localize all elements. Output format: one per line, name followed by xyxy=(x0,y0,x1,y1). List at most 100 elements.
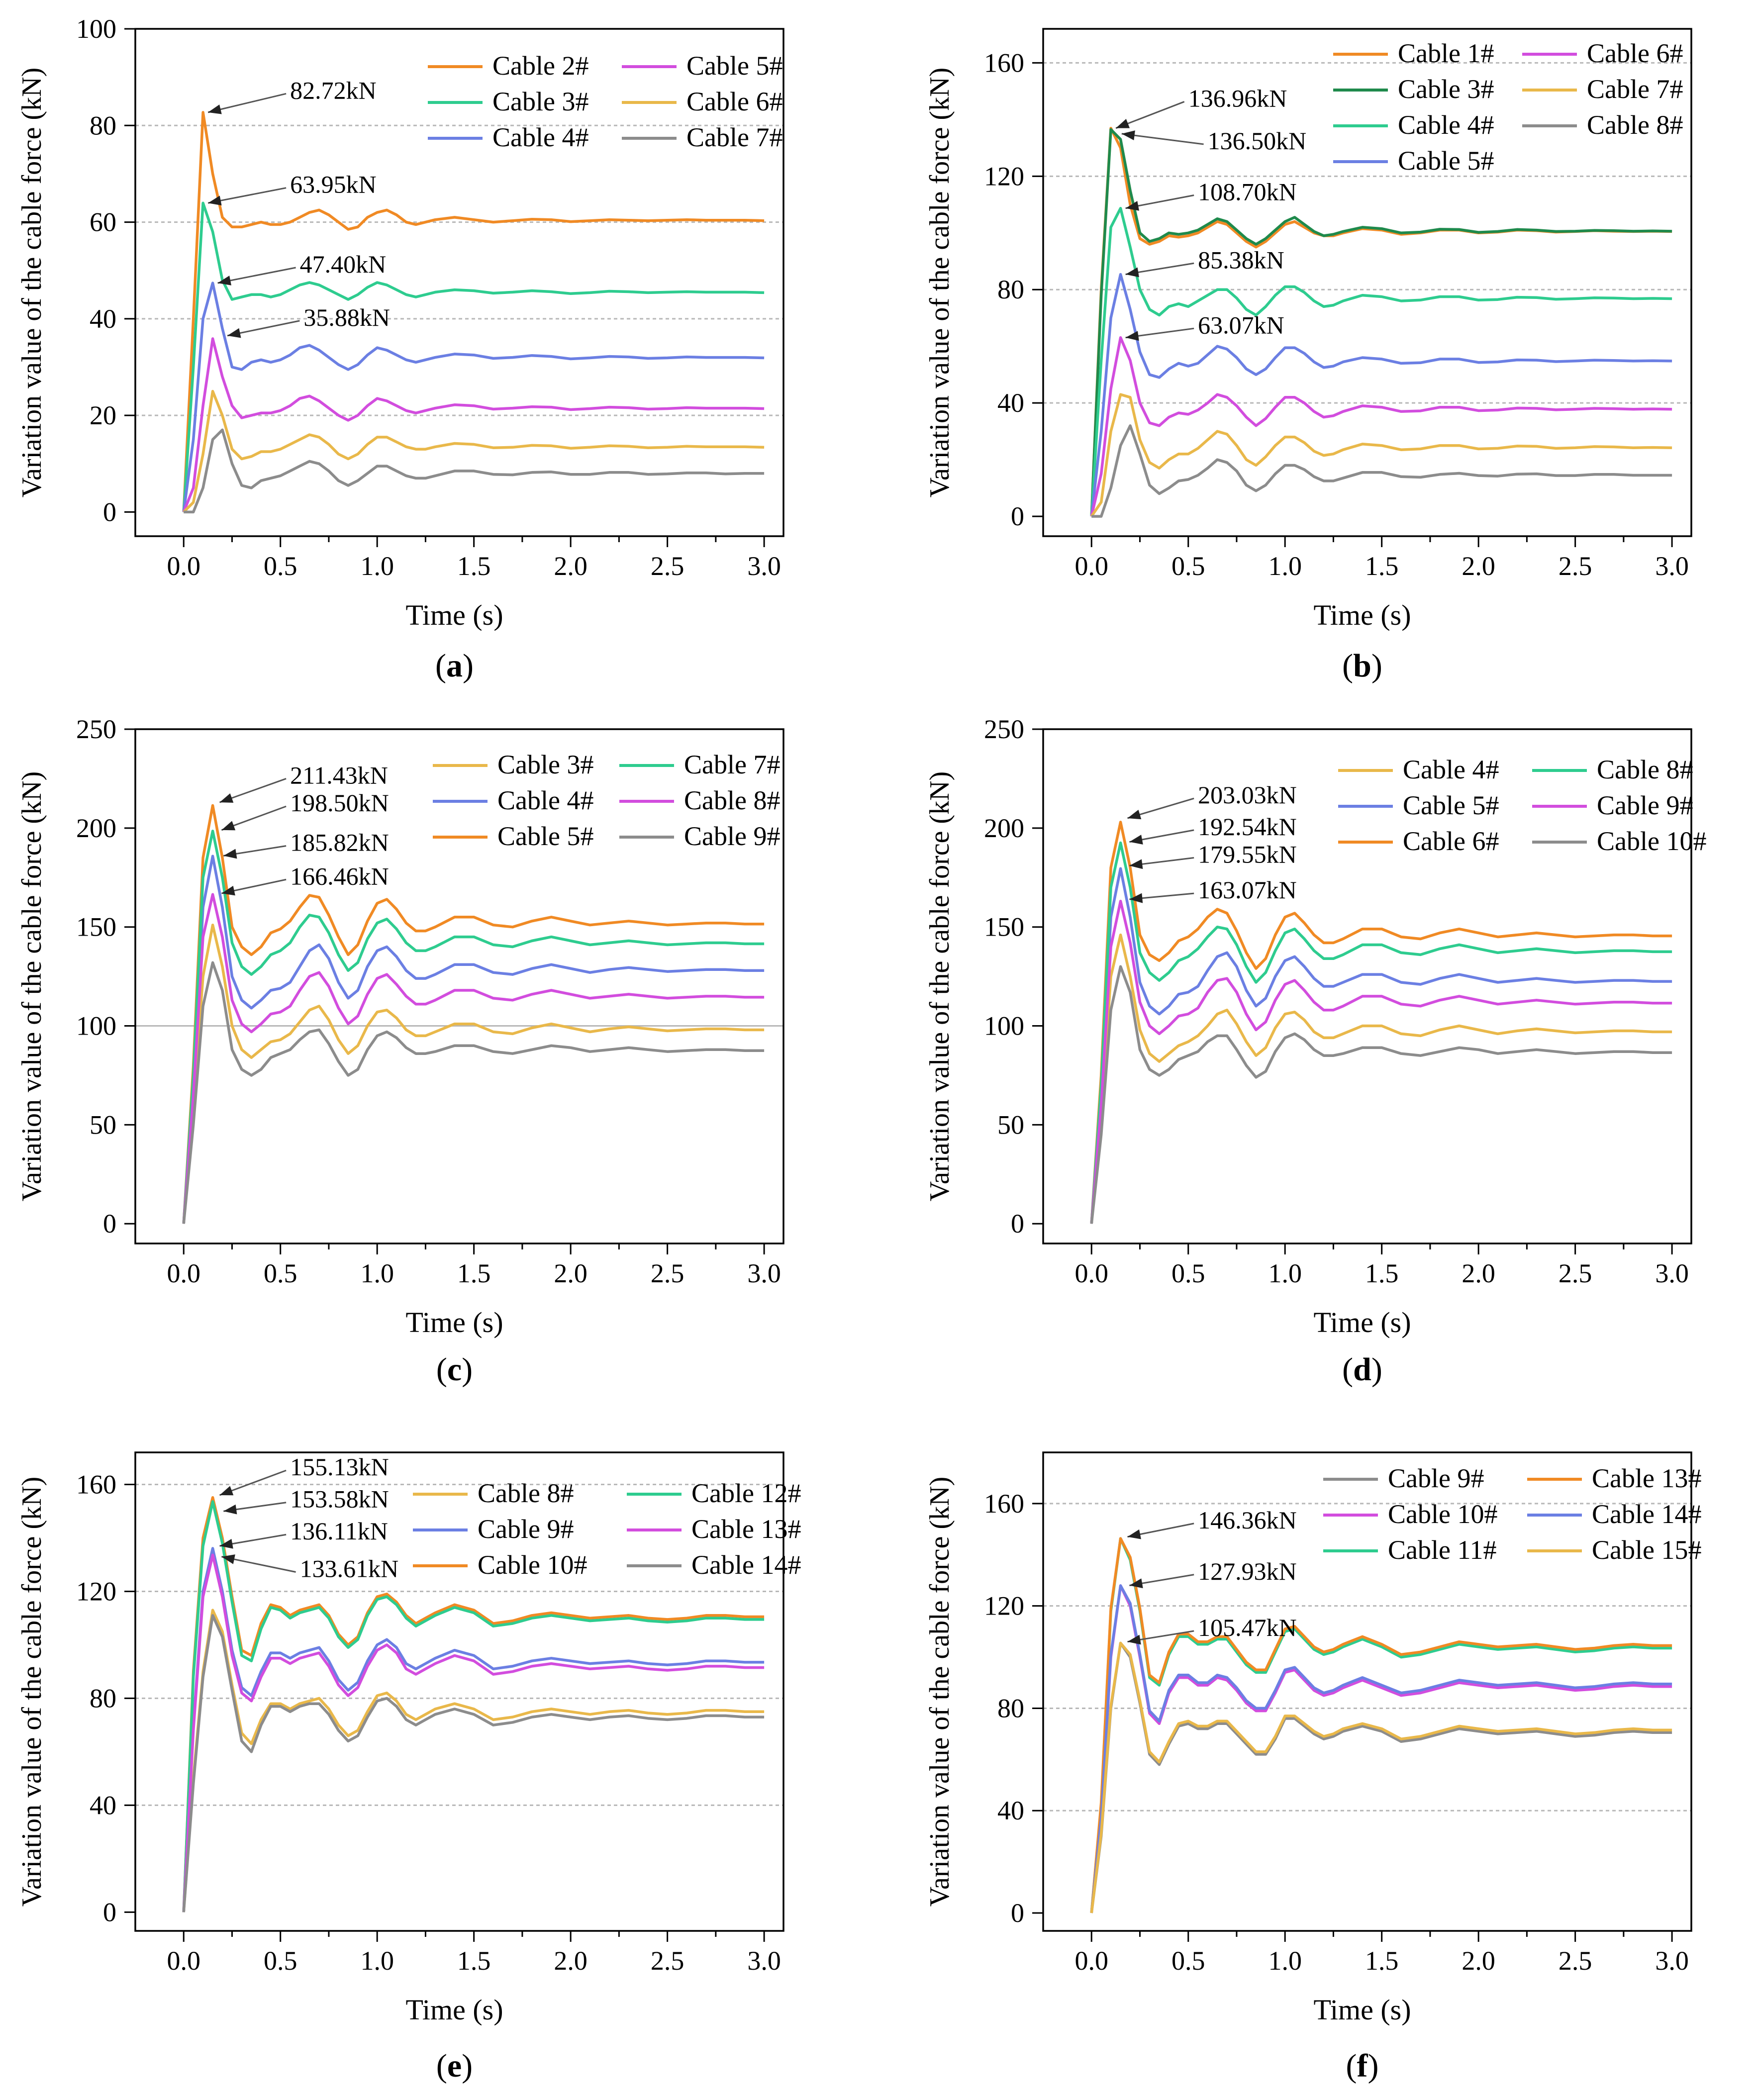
x-tick-label: 1.5 xyxy=(457,1946,491,1976)
x-tick-label: 1.0 xyxy=(1268,1258,1302,1288)
legend-label: Cable 12# xyxy=(691,1478,801,1508)
x-tick-label: 0.0 xyxy=(1074,1946,1108,1976)
y-tick-label: 160 xyxy=(984,1489,1024,1519)
series-line-cable-6 xyxy=(183,389,765,513)
x-tick-label: 2.0 xyxy=(1462,1258,1495,1288)
y-tick-label: 0 xyxy=(103,1897,116,1927)
x-axis-label: Time (s) xyxy=(1313,1994,1411,2026)
series-line-cable-7 xyxy=(182,830,765,1224)
y-tick-label: 200 xyxy=(76,813,116,843)
annotation-arrowhead xyxy=(1125,267,1139,278)
x-tick-label: 0.0 xyxy=(167,1946,200,1976)
x-tick-label: 2.5 xyxy=(1559,1946,1592,1976)
x-tick-label: 2.5 xyxy=(1559,1258,1592,1288)
x-tick-label: 3.0 xyxy=(747,1946,781,1976)
legend-label: Cable 3# xyxy=(1398,74,1494,104)
series-line-cable-15 xyxy=(1090,1641,1672,1913)
y-tick-label: 150 xyxy=(984,912,1024,942)
annotation-arrowhead xyxy=(1127,1634,1141,1645)
series-line-cable-4 xyxy=(1090,206,1672,517)
x-axis-label: Time (s) xyxy=(1313,1306,1411,1338)
x-tick-label: 0.0 xyxy=(1074,1258,1108,1288)
y-tick-label: 60 xyxy=(90,207,116,237)
annotation-label: 198.50kN xyxy=(290,789,389,817)
y-axis-label: Variation value of the cable force (kN) xyxy=(16,771,47,1201)
series-line-cable-5 xyxy=(182,804,765,1224)
legend-label: Cable 7# xyxy=(684,750,780,779)
annotation-arrowhead xyxy=(1129,859,1143,869)
x-tick-label: 2.0 xyxy=(554,1258,587,1288)
y-tick-label: 50 xyxy=(997,1110,1024,1140)
series-line-cable-5 xyxy=(1090,273,1672,517)
legend-label: Cable 5# xyxy=(1403,790,1499,820)
legend-label: Cable 3# xyxy=(492,87,588,116)
series-line-cable-9 xyxy=(1090,899,1672,1224)
x-tick-label: 0.5 xyxy=(1171,1258,1205,1288)
y-tick-label: 40 xyxy=(997,388,1024,418)
legend-label: Cable 5# xyxy=(1398,146,1494,176)
x-tick-label: 1.5 xyxy=(1365,551,1399,581)
y-axis-label: Variation value of the cable force (kN) xyxy=(924,771,955,1201)
x-tick-label: 1.5 xyxy=(457,551,491,581)
annotation-arrowhead xyxy=(223,849,237,859)
y-axis-label: Variation value of the cable force (kN) xyxy=(924,68,955,497)
annotation-label: 166.46kN xyxy=(290,862,389,890)
x-tick-label: 2.5 xyxy=(651,551,684,581)
annotation-arrowhead xyxy=(1129,893,1143,903)
legend-label: Cable 4# xyxy=(497,785,593,815)
legend-label: Cable 10# xyxy=(1388,1499,1497,1529)
annotation-label: 146.36kN xyxy=(1198,1506,1297,1534)
x-tick-label: 0.0 xyxy=(167,1258,200,1288)
y-tick-label: 40 xyxy=(90,1790,116,1820)
series-line-cable-12 xyxy=(182,1500,765,1912)
annotation-arrowhead xyxy=(219,793,234,803)
annotation-label: 63.95kN xyxy=(290,171,377,198)
y-axis-label: Variation value of the cable force (kN) xyxy=(924,1477,955,1907)
chart-panel-b: 0.0 0.5 1.0 1.5 2.0 2.5 3.0 0 40 80 120 160 Time (s)… xyxy=(924,28,1692,684)
legend-label: Cable 6# xyxy=(686,87,782,116)
chart-panel-d: 0.0 0.5 1.0 1.5 2.0 2.5 3.0 0 50 100 150 200 250 Time… xyxy=(924,714,1706,1388)
x-tick-label: 1.5 xyxy=(1365,1946,1399,1976)
series-line-cable-7 xyxy=(1090,393,1672,517)
annotation-arrowhead xyxy=(221,821,236,831)
y-tick-label: 250 xyxy=(76,714,116,744)
series-line-cable-6 xyxy=(1090,336,1672,517)
y-tick-label: 150 xyxy=(76,912,116,942)
annotation-arrowhead xyxy=(219,1538,233,1549)
panel-label-d: (d) xyxy=(1342,1351,1382,1388)
y-tick-label: 120 xyxy=(984,1591,1024,1621)
legend-label: Cable 13# xyxy=(691,1514,801,1544)
panel-label-a: (a) xyxy=(435,648,474,684)
annotation-label: 108.70kN xyxy=(1198,178,1297,206)
y-tick-label: 20 xyxy=(90,400,116,430)
x-tick-label: 0.5 xyxy=(264,1258,297,1288)
x-tick-label: 0.0 xyxy=(1074,551,1108,581)
y-tick-label: 0 xyxy=(1011,1898,1024,1928)
annotation-label: 203.03kN xyxy=(1198,781,1297,809)
series-line-cable-4 xyxy=(182,282,765,512)
annotation-label: 85.38kN xyxy=(1198,246,1284,274)
annotation-label: 35.88kN xyxy=(303,303,390,331)
series-line-cable-5 xyxy=(182,337,765,513)
x-axis-label: Time (s) xyxy=(1313,599,1411,631)
annotation-arrowhead xyxy=(1127,809,1142,820)
y-tick-label: 160 xyxy=(984,48,1024,78)
y-tick-label: 80 xyxy=(90,1683,116,1713)
legend-label: Cable 8# xyxy=(478,1478,574,1508)
x-tick-label: 1.0 xyxy=(360,1946,394,1976)
series-line-cable-8 xyxy=(1091,424,1672,518)
annotation-arrowhead xyxy=(221,885,235,896)
x-tick-label: 3.0 xyxy=(1655,1946,1689,1976)
x-tick-label: 1.0 xyxy=(360,1258,394,1288)
legend-label: Cable 5# xyxy=(497,821,593,851)
annotation-label: 82.72kN xyxy=(290,76,377,104)
legend-label: Cable 10# xyxy=(1597,826,1706,856)
annotation-label: 155.13kN xyxy=(290,1453,389,1481)
x-tick-label: 0.0 xyxy=(167,551,200,581)
annotation-label: 153.58kN xyxy=(290,1485,389,1513)
x-tick-label: 2.0 xyxy=(1462,1946,1495,1976)
legend-label: Cable 10# xyxy=(478,1550,587,1580)
legend-label: Cable 9# xyxy=(478,1514,574,1544)
legend-label: Cable 9# xyxy=(684,821,780,851)
series-line-cable-3 xyxy=(1090,128,1672,517)
